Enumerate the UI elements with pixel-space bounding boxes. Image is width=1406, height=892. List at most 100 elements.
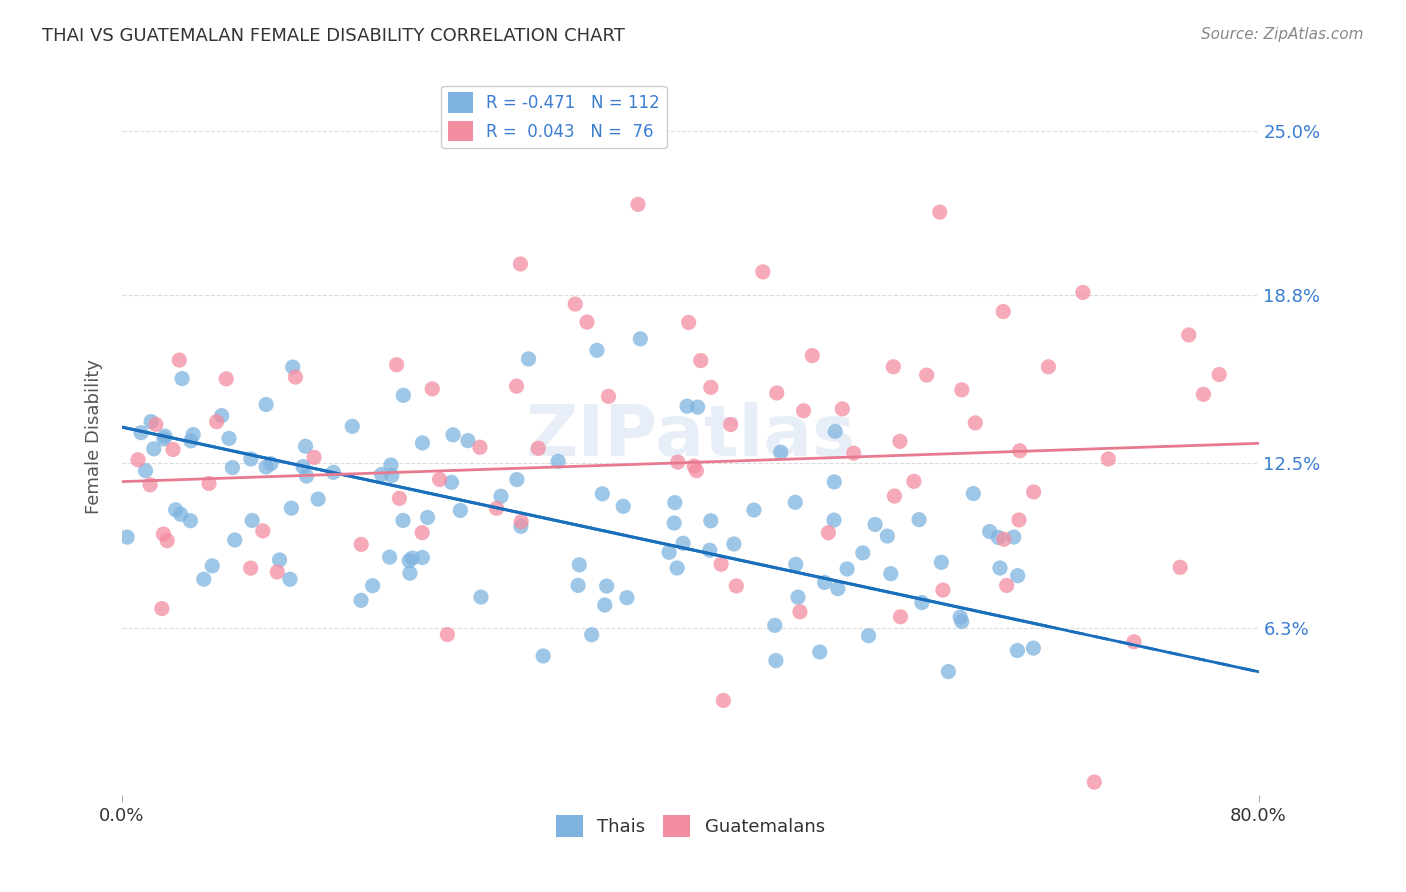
Point [938,665,960,679]
Point [361,579,384,593]
Point [399,566,422,581]
Point [564,297,586,311]
Point [156,533,179,548]
Point [193,572,215,586]
Point [842,446,865,460]
Text: ZIPatlas: ZIPatlas [526,402,855,471]
Point [218,431,240,445]
Point [993,304,1015,318]
Point [723,537,745,551]
Point [567,578,589,592]
Point [824,425,846,439]
Point [547,454,569,468]
Point [699,543,721,558]
Point [181,427,204,442]
Point [505,379,527,393]
Point [489,489,512,503]
Point [813,575,835,590]
Point [380,458,402,472]
Point [915,368,938,383]
Point [612,500,634,514]
Point [468,440,491,454]
Point [979,524,1001,539]
Point [725,579,748,593]
Point [700,514,723,528]
Point [531,648,554,663]
Point [765,654,787,668]
Point [152,527,174,541]
Point [295,469,318,483]
Point [398,554,420,568]
Point [388,491,411,506]
Point [145,417,167,432]
Point [350,537,373,551]
Text: Source: ZipAtlas.com: Source: ZipAtlas.com [1201,27,1364,42]
Point [835,562,858,576]
Point [581,628,603,642]
Point [411,436,433,450]
Point [440,475,463,490]
Point [1007,643,1029,657]
Point [852,546,875,560]
Point [598,389,620,403]
Point [162,442,184,457]
Point [1008,443,1031,458]
Point [1083,775,1105,789]
Point [294,439,316,453]
Point [950,615,973,629]
Point [180,434,202,448]
Point [988,561,1011,575]
Point [801,349,824,363]
Point [765,386,787,401]
Point [278,572,301,586]
Point [1022,641,1045,656]
Text: THAI VS GUATEMALAN FEMALE DISABILITY CORRELATION CHART: THAI VS GUATEMALAN FEMALE DISABILITY COR… [42,27,626,45]
Point [593,598,616,612]
Point [506,473,529,487]
Point [785,558,807,572]
Point [281,360,304,375]
Point [416,510,439,524]
Point [823,475,845,489]
Point [239,452,262,467]
Point [153,432,176,446]
Point [215,372,238,386]
Point [883,489,905,503]
Point [392,388,415,402]
Point [401,551,423,566]
Point [1022,485,1045,500]
Point [252,524,274,538]
Point [678,315,700,329]
Point [342,419,364,434]
Point [664,496,686,510]
Point [949,610,972,624]
Point [720,417,742,432]
Point [385,358,408,372]
Point [411,550,433,565]
Point [995,578,1018,592]
Point [686,400,709,414]
Point [689,353,711,368]
Point [789,605,811,619]
Point [672,536,695,550]
Point [889,434,911,449]
Point [742,503,765,517]
Point [284,370,307,384]
Point [441,427,464,442]
Point [307,492,329,507]
Point [831,401,853,416]
Point [1002,530,1025,544]
Point [211,409,233,423]
Point [785,495,807,509]
Point [269,553,291,567]
Point [962,486,984,500]
Point [787,590,810,604]
Point [1178,328,1201,343]
Point [1123,634,1146,648]
Point [595,579,617,593]
Point [142,442,165,456]
Point [769,445,792,459]
Point [449,503,471,517]
Point [470,590,492,604]
Point [1038,359,1060,374]
